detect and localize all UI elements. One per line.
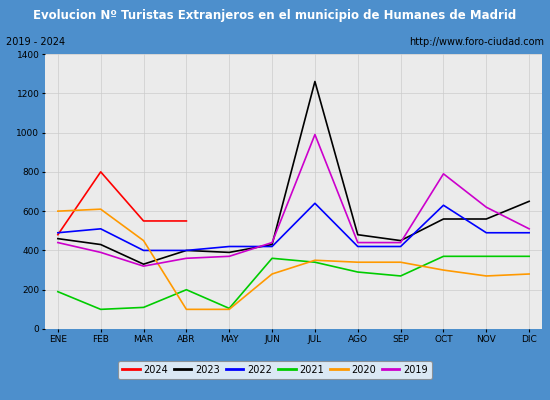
Legend: 2024, 2023, 2022, 2021, 2020, 2019: 2024, 2023, 2022, 2021, 2020, 2019 bbox=[118, 361, 432, 379]
Text: 2019 - 2024: 2019 - 2024 bbox=[6, 37, 65, 47]
Text: http://www.foro-ciudad.com: http://www.foro-ciudad.com bbox=[410, 37, 544, 47]
Text: Evolucion Nº Turistas Extranjeros en el municipio de Humanes de Madrid: Evolucion Nº Turistas Extranjeros en el … bbox=[34, 10, 516, 22]
